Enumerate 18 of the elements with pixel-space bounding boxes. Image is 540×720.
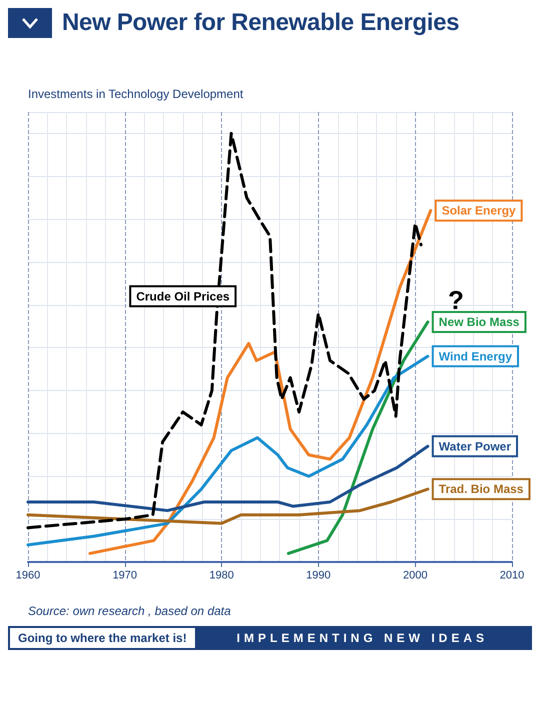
series-label: Wind Energy <box>438 349 512 364</box>
x-tick-label: 2000 <box>402 570 428 582</box>
chart-title: New Power for Renewable Energies <box>62 9 460 37</box>
y-axis-title: Investments in Technology Development <box>28 87 244 101</box>
x-tick-label: 1990 <box>306 570 331 582</box>
annotation: ? <box>448 285 464 315</box>
text: IMPLEMENTING NEW IDEAS <box>194 628 530 648</box>
x-tick-label: 1960 <box>16 570 40 582</box>
x-tick-label: 1970 <box>112 570 138 582</box>
series-label: Solar Energy <box>442 204 516 218</box>
series-label: Trad. Bio Mass <box>438 482 524 496</box>
series-label: Crude Oil Prices <box>136 289 230 304</box>
x-tick-label: 2010 <box>500 570 524 582</box>
source-note: Source: own research , based on data <box>28 604 232 618</box>
text: Going to where the market is! <box>10 628 195 648</box>
series-label: Water Power <box>438 439 512 454</box>
x-tick-label: 1980 <box>209 570 234 582</box>
series-label: New Bio Mass <box>438 315 520 329</box>
